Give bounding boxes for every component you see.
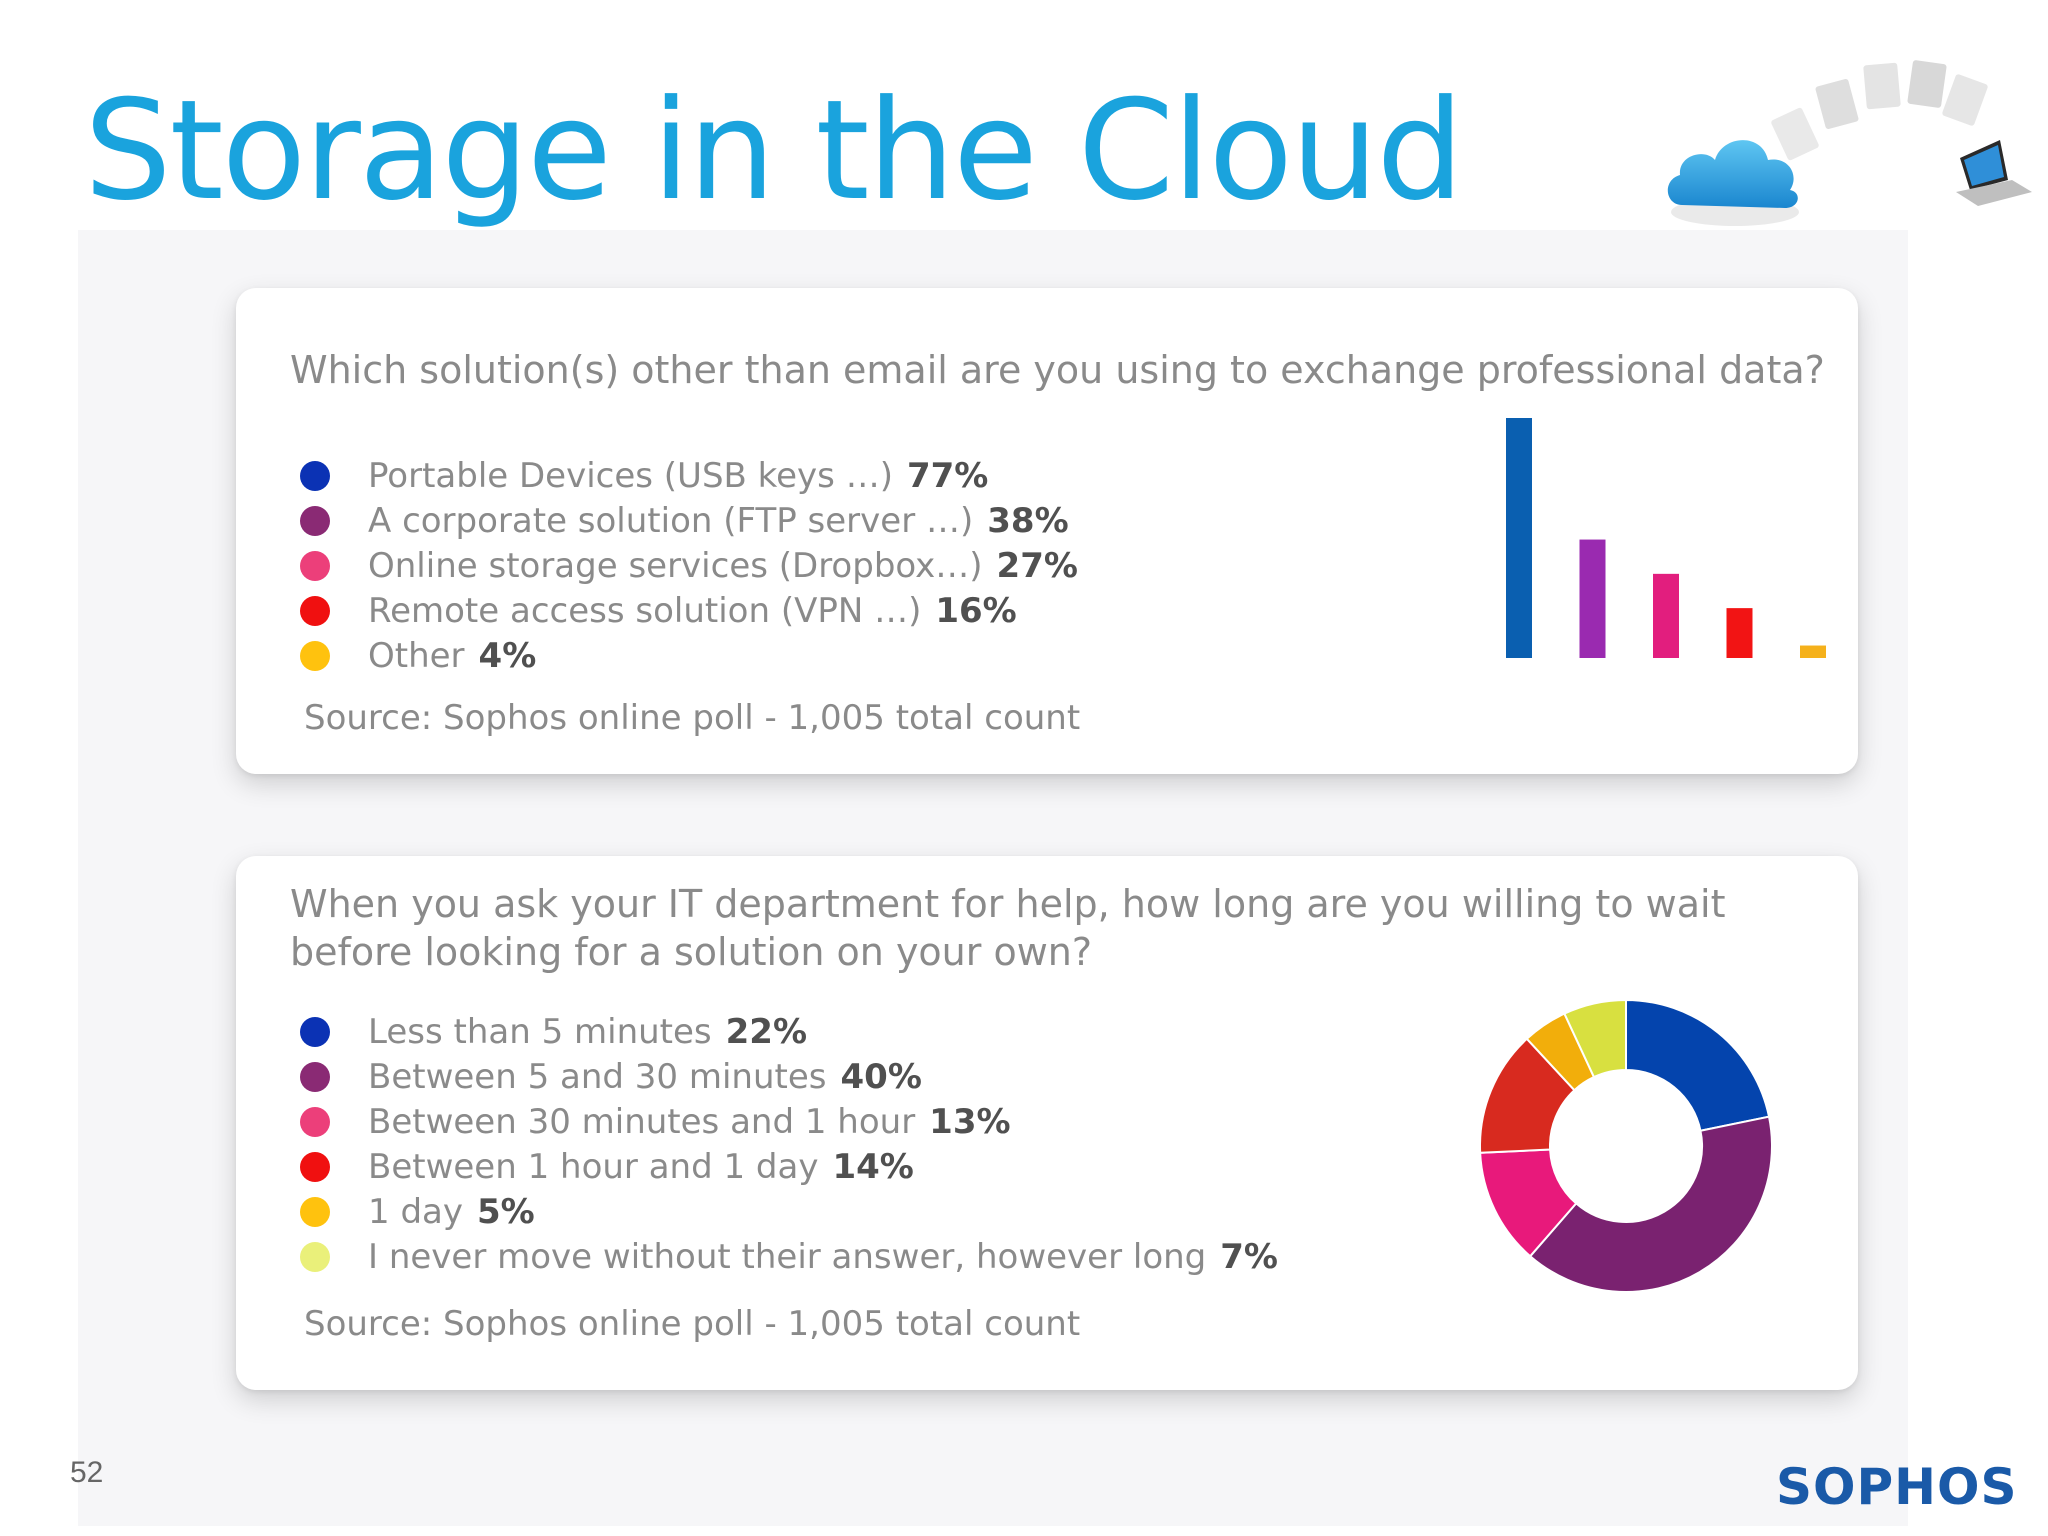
solutions-source-note: Source: Sophos online poll - 1,005 total… <box>304 698 1081 738</box>
legend-item: Between 5 and 30 minutes 40% <box>300 1055 1278 1100</box>
legend-dot <box>300 551 330 581</box>
legend-dot <box>300 506 330 536</box>
legend-item: Between 1 hour and 1 day 14% <box>300 1145 1278 1190</box>
legend-label: Portable Devices (USB keys …) <box>368 456 893 496</box>
legend-value: 40% <box>840 1057 922 1097</box>
wait-time-poll-card: When you ask your IT department for help… <box>236 856 1858 1390</box>
legend-label: Between 30 minutes and 1 hour <box>368 1102 916 1142</box>
legend-dot <box>300 641 330 671</box>
legend-dot <box>300 1152 330 1182</box>
bar-4 <box>1726 608 1753 658</box>
bar-2 <box>1579 539 1606 658</box>
legend-item: Less than 5 minutes 22% <box>300 1010 1278 1055</box>
solutions-bar-chart <box>1506 418 1826 658</box>
solutions-legend: Portable Devices (USB keys …) 77% A corpo… <box>300 454 1078 679</box>
wait-time-question: When you ask your IT department for help… <box>290 882 1726 974</box>
legend-item: Between 30 minutes and 1 hour 13% <box>300 1100 1278 1145</box>
legend-dot <box>300 596 330 626</box>
legend-dot <box>300 1062 330 1092</box>
page-number: 52 <box>70 1456 104 1489</box>
wait-time-donut-chart <box>1479 998 1773 1293</box>
legend-dot <box>300 1107 330 1137</box>
wait-time-source-note: Source: Sophos online poll - 1,005 total… <box>304 1304 1081 1344</box>
legend-label: Between 5 and 30 minutes <box>368 1057 827 1097</box>
legend-item: Portable Devices (USB keys …) 77% <box>300 454 1078 499</box>
legend-item: Other 4% <box>300 634 1078 679</box>
flying-papers-icon <box>1771 60 1988 161</box>
page-title: Storage in the Cloud <box>84 70 1464 231</box>
cloud-upload-illustration <box>1667 60 2032 226</box>
legend-dot <box>300 1017 330 1047</box>
legend-label: Less than 5 minutes <box>368 1012 712 1052</box>
solutions-question: Which solution(s) other than email are y… <box>290 348 1825 392</box>
legend-dot <box>300 1242 330 1272</box>
legend-item: 1 day 5% <box>300 1190 1278 1235</box>
legend-item: A corporate solution (FTP server …) 38% <box>300 499 1078 544</box>
legend-label: 1 day <box>368 1192 463 1232</box>
bar-3 <box>1653 573 1679 658</box>
legend-item: I never move without their answer, howev… <box>300 1235 1278 1280</box>
legend-value: 27% <box>996 546 1078 586</box>
bar-5 <box>1800 645 1826 658</box>
legend-value: 13% <box>929 1102 1011 1142</box>
legend-label: Other <box>368 636 465 676</box>
donut-slice-6 <box>1563 998 1627 1079</box>
legend-value: 77% <box>906 456 989 496</box>
donut-slice-2 <box>1528 1115 1773 1293</box>
legend-item: Online storage services (Dropbox…) 27% <box>300 544 1078 589</box>
legend-value: 14% <box>832 1147 914 1187</box>
legend-value: 38% <box>987 501 1069 541</box>
wait-time-legend: Less than 5 minutes 22% Between 5 and 30 … <box>300 1010 1278 1280</box>
laptop-icon <box>1956 140 2032 206</box>
legend-label: Online storage services (Dropbox…) <box>368 546 983 586</box>
legend-value: 22% <box>725 1012 808 1052</box>
legend-value: 16% <box>935 591 1017 631</box>
legend-value: 7% <box>1220 1237 1278 1277</box>
legend-value: 5% <box>476 1192 535 1232</box>
legend-label: Remote access solution (VPN …) <box>368 591 922 631</box>
legend-label: Between 1 hour and 1 day <box>368 1147 819 1187</box>
donut-slice-1 <box>1625 998 1771 1132</box>
bar-1 <box>1506 418 1532 658</box>
legend-label: A corporate solution (FTP server …) <box>368 501 974 541</box>
legend-value: 4% <box>478 636 537 676</box>
cloud-icon <box>1667 140 1799 226</box>
legend-item: Remote access solution (VPN …) 16% <box>300 589 1078 634</box>
legend-dot <box>300 1197 330 1227</box>
legend-label: I never move without their answer, howev… <box>368 1237 1207 1277</box>
solutions-poll-card: Which solution(s) other than email are y… <box>236 288 1858 774</box>
sophos-logo: SOPHOS <box>1776 1458 2018 1516</box>
legend-dot <box>300 461 330 491</box>
